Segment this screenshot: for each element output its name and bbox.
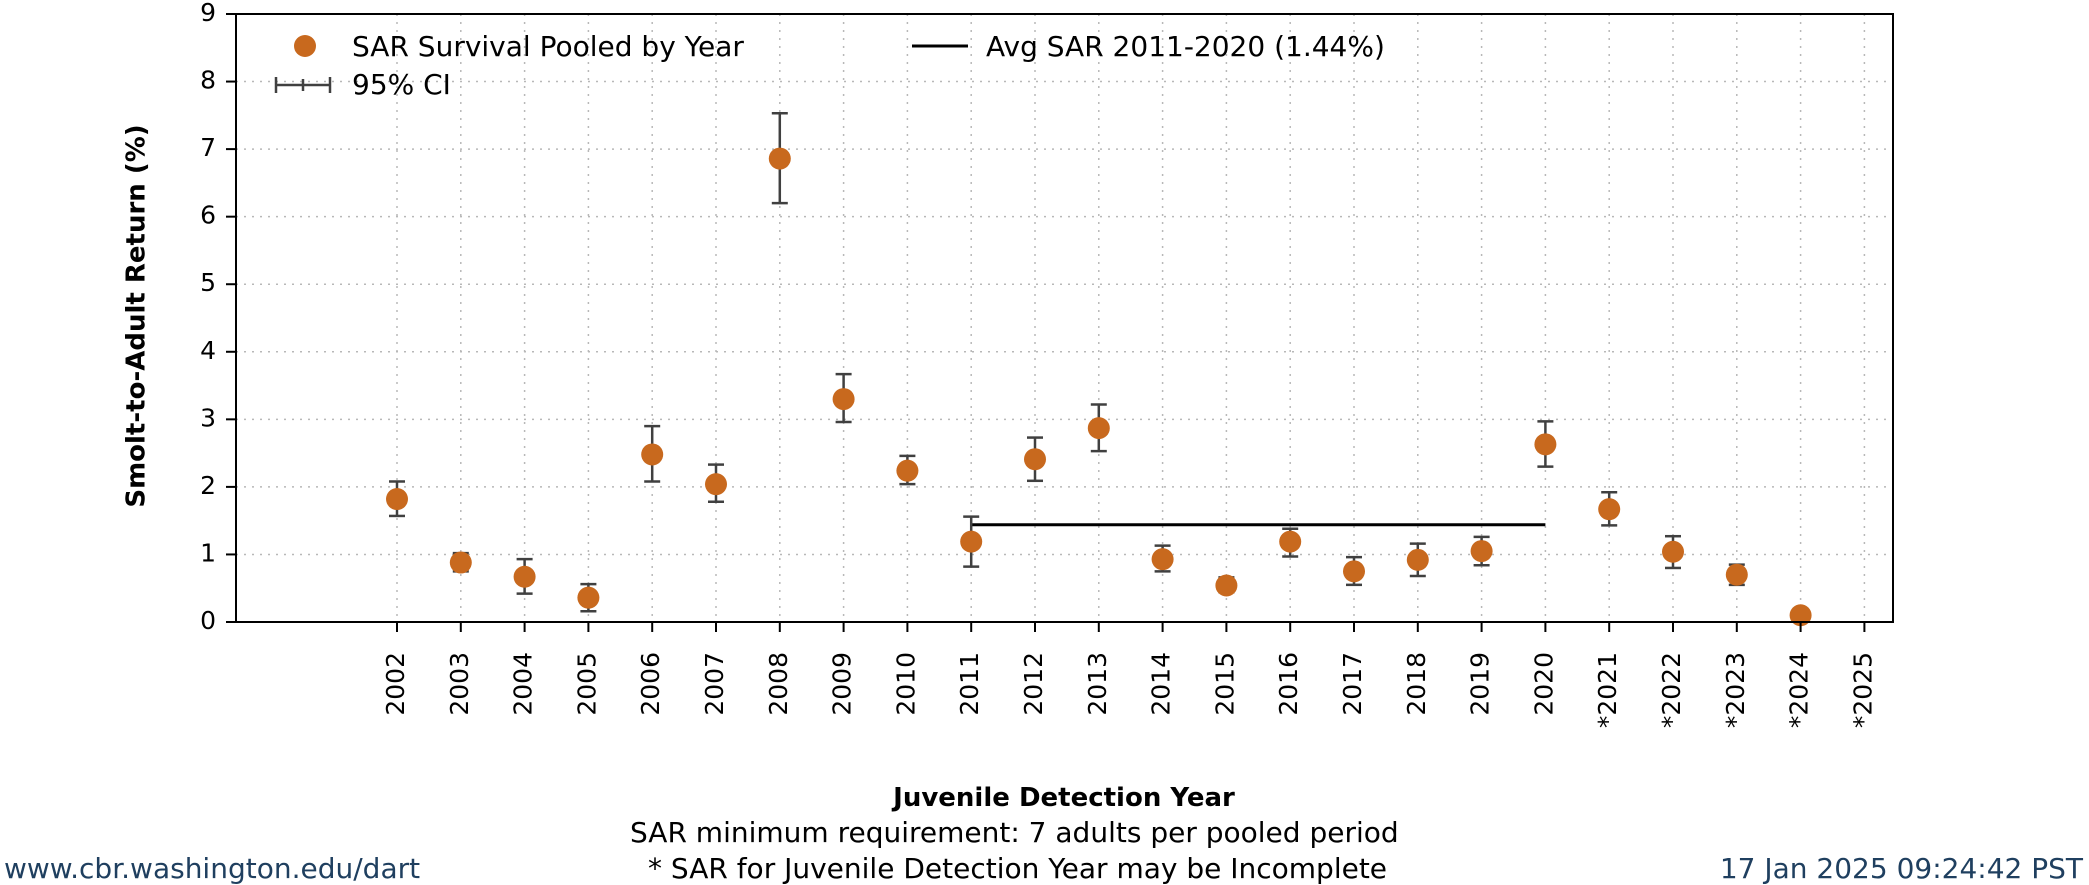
x-tick-label-star-2025: *2025 bbox=[1848, 652, 1877, 728]
point-2008 bbox=[768, 147, 791, 170]
x-tick-label-star-2024: *2024 bbox=[1785, 652, 1814, 728]
x-axis-title: Juvenile Detection Year bbox=[891, 783, 1235, 813]
point-2020 bbox=[1534, 433, 1557, 456]
legend-ci-marker bbox=[274, 77, 332, 93]
x-tick-label-2009: 2009 bbox=[828, 652, 857, 716]
legend-average-label: Avg SAR 2011-2020 (1.44%) bbox=[986, 30, 1385, 63]
point-2007 bbox=[705, 473, 727, 496]
x-tick-label-2012: 2012 bbox=[1019, 652, 1048, 716]
x-tick-label-2018: 2018 bbox=[1402, 652, 1431, 716]
point-2002 bbox=[386, 488, 408, 511]
data-points bbox=[386, 147, 1812, 627]
point-2014 bbox=[1151, 548, 1174, 571]
y-tick-label-7: 7 bbox=[200, 133, 216, 162]
x-tick-label-2011: 2011 bbox=[955, 652, 984, 716]
point-star-2024 bbox=[1789, 604, 1812, 627]
point-2006 bbox=[641, 443, 664, 466]
point-2012 bbox=[1024, 448, 1046, 471]
y-tick-label-5: 5 bbox=[200, 268, 216, 297]
x-tick-label-2005: 2005 bbox=[572, 652, 601, 716]
point-star-2022 bbox=[1662, 540, 1684, 563]
point-2004 bbox=[513, 565, 536, 588]
y-tick-label-8: 8 bbox=[200, 66, 216, 95]
x-tick-label-star-2021: *2021 bbox=[1593, 652, 1622, 728]
x-tick-label-2004: 2004 bbox=[509, 652, 538, 716]
x-tick-label-2016: 2016 bbox=[1274, 652, 1303, 716]
grid bbox=[236, 14, 1893, 622]
x-tick-label-2014: 2014 bbox=[1147, 652, 1176, 716]
y-tick-label-1: 1 bbox=[200, 538, 216, 567]
x-tick-label-2003: 2003 bbox=[445, 652, 474, 716]
y-axis-ticks: 0 1 2 3 4 5 6 7 8 9 bbox=[200, 0, 236, 635]
point-2018 bbox=[1406, 548, 1429, 571]
x-tick-label-star-2022: *2022 bbox=[1657, 652, 1686, 728]
note-minimum-requirement: SAR minimum requirement: 7 adults per po… bbox=[630, 816, 1399, 849]
legend-ci-label: 95% CI bbox=[352, 68, 451, 101]
legend-point-marker bbox=[294, 35, 316, 57]
y-tick-label-9: 9 bbox=[200, 0, 216, 27]
point-2016 bbox=[1279, 530, 1302, 553]
footer-website: www.cbr.washington.edu/dart bbox=[4, 852, 421, 885]
footer-timestamp: 17 Jan 2025 09:24:42 PST bbox=[1719, 852, 2083, 885]
x-tick-label-2019: 2019 bbox=[1466, 652, 1495, 716]
y-tick-label-0: 0 bbox=[200, 606, 216, 635]
point-2010 bbox=[896, 459, 919, 482]
point-2005 bbox=[577, 586, 600, 609]
legend-series-label: SAR Survival Pooled by Year bbox=[352, 30, 744, 63]
x-tick-label-2002: 2002 bbox=[381, 652, 410, 716]
plot-frame bbox=[235, 13, 1894, 623]
point-2003 bbox=[449, 551, 472, 574]
x-tick-label-star-2023: *2023 bbox=[1721, 652, 1750, 728]
x-tick-label-2010: 2010 bbox=[891, 652, 920, 716]
point-2015 bbox=[1215, 574, 1238, 597]
x-tick-label-2007: 2007 bbox=[700, 652, 729, 716]
y-tick-label-4: 4 bbox=[200, 336, 216, 365]
y-tick-label-2: 2 bbox=[200, 471, 216, 500]
x-axis-ticks: 2002 2003 2004 2005 2006 2007 2008 2009 2010 2011… bbox=[381, 622, 1877, 728]
x-tick-label-2013: 2013 bbox=[1083, 652, 1112, 716]
x-tick-label-2008: 2008 bbox=[764, 652, 793, 716]
legend: SAR Survival Pooled by Year 95% CI Avg S… bbox=[274, 30, 1385, 101]
point-star-2023 bbox=[1725, 563, 1748, 586]
point-2009 bbox=[832, 388, 855, 411]
x-tick-label-2006: 2006 bbox=[636, 652, 665, 716]
point-2011 bbox=[960, 530, 983, 553]
y-tick-label-6: 6 bbox=[200, 201, 216, 230]
x-tick-label-2015: 2015 bbox=[1210, 652, 1239, 716]
y-tick-label-3: 3 bbox=[200, 403, 216, 432]
x-tick-label-2017: 2017 bbox=[1338, 652, 1367, 716]
x-tick-label-2020: 2020 bbox=[1529, 652, 1558, 716]
point-2013 bbox=[1087, 417, 1110, 440]
point-2017 bbox=[1343, 560, 1365, 583]
note-incomplete-year: * SAR for Juvenile Detection Year may be… bbox=[648, 852, 1388, 885]
point-star-2021 bbox=[1598, 498, 1621, 521]
y-axis-title: Smolt-to-Adult Return (%) bbox=[122, 124, 152, 507]
point-2019 bbox=[1470, 540, 1493, 563]
